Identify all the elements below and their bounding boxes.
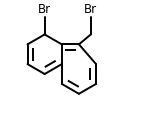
- Text: Br: Br: [38, 3, 51, 16]
- Text: Br: Br: [84, 3, 97, 16]
